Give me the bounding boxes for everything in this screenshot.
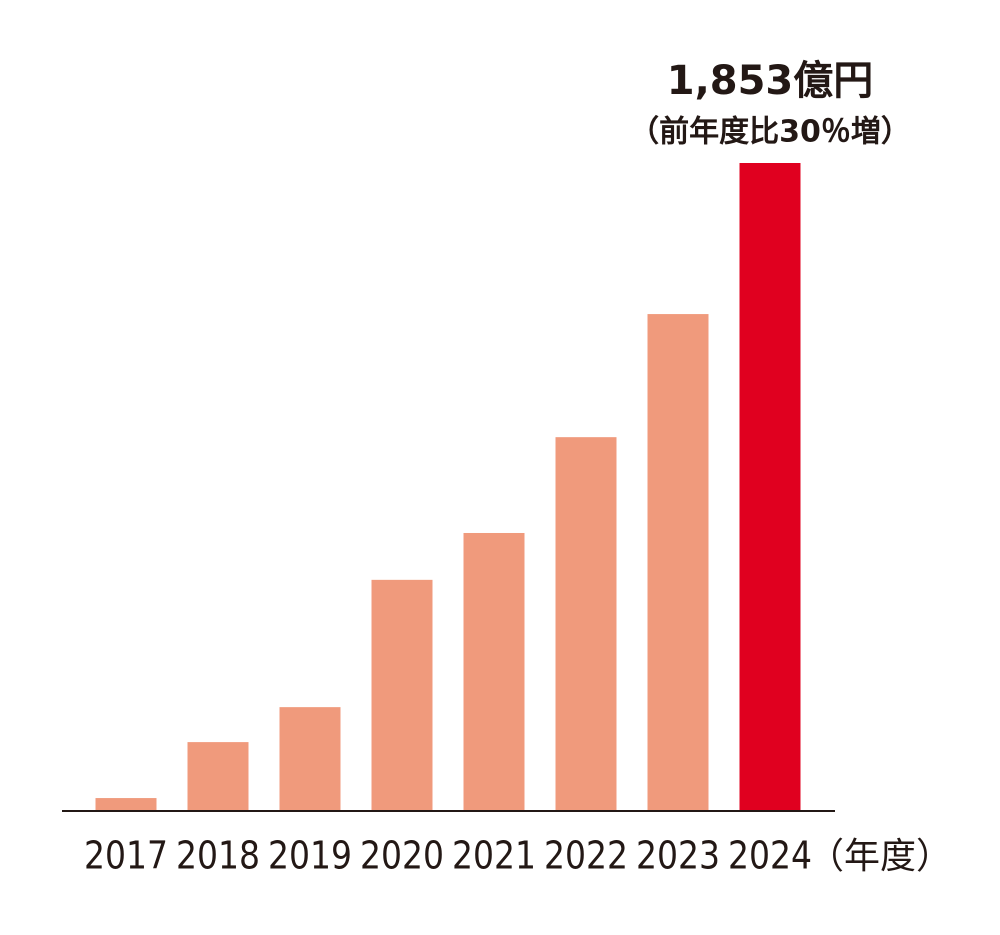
bar [463,532,525,811]
x-tick-label: 2023 [636,834,720,878]
x-tick-label: 2021 [452,834,536,878]
bar [647,314,709,811]
annotation: （前年度比30％増） [629,115,911,150]
x-tick-label: 2020 [360,834,444,878]
bar [555,437,617,811]
x-tick-label: 2019 [268,834,352,878]
x-tick-label: 2024 [728,834,812,878]
x-axis-label: （年度） [808,836,952,877]
x-tick-label: 2017 [84,834,168,878]
x-tick-label: 2018 [176,834,260,878]
bar [279,707,341,811]
bar [187,742,249,811]
bar [739,163,801,811]
x-tick-label: 2022 [544,834,628,878]
bar [371,579,433,811]
value-label: 1,853億円 [667,58,874,104]
bar [95,798,157,811]
